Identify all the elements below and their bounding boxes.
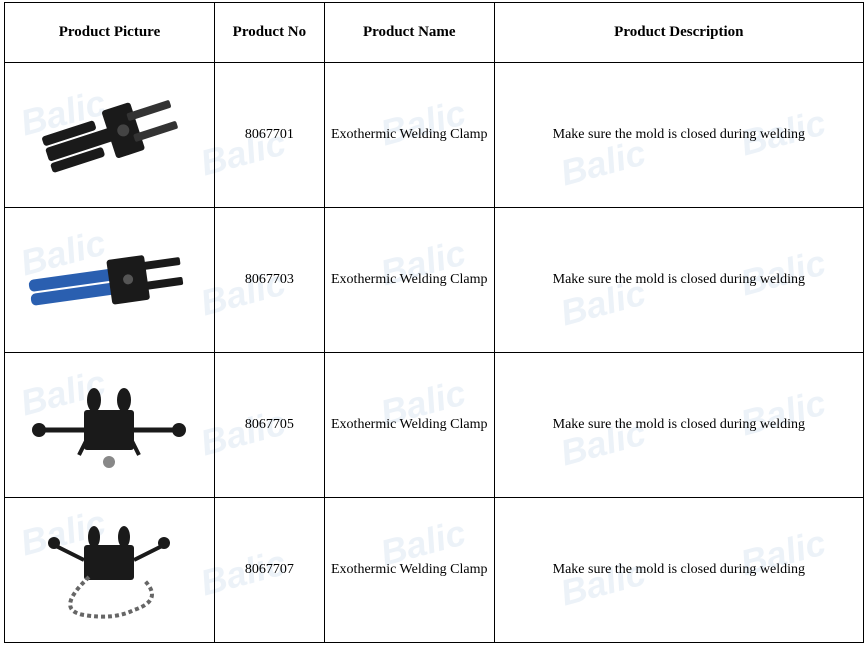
product-image-icon <box>14 225 204 335</box>
table-row: 8067705 Exothermic Welding Clamp Make su… <box>5 353 864 498</box>
table-row: 8067707 Exothermic Welding Clamp Make su… <box>5 498 864 643</box>
cell-desc: Make sure the mold is closed during weld… <box>494 63 863 208</box>
cell-name: Exothermic Welding Clamp <box>324 208 494 353</box>
col-header-picture: Product Picture <box>5 3 215 63</box>
cell-no: 8067705 <box>214 353 324 498</box>
cell-no: 8067703 <box>214 208 324 353</box>
cell-no: 8067707 <box>214 498 324 643</box>
cell-desc: Make sure the mold is closed during weld… <box>494 498 863 643</box>
product-image-icon <box>14 515 204 625</box>
table-row: 8067701 Exothermic Welding Clamp Make su… <box>5 63 864 208</box>
table-header-row: Product Picture Product No Product Name … <box>5 3 864 63</box>
product-image-icon <box>14 80 204 190</box>
cell-name: Exothermic Welding Clamp <box>324 498 494 643</box>
cell-picture <box>5 498 215 643</box>
col-header-desc: Product Description <box>494 3 863 63</box>
cell-desc: Make sure the mold is closed during weld… <box>494 353 863 498</box>
product-image-icon <box>14 370 204 480</box>
cell-desc: Make sure the mold is closed during weld… <box>494 208 863 353</box>
cell-name: Exothermic Welding Clamp <box>324 63 494 208</box>
cell-picture <box>5 63 215 208</box>
cell-name: Exothermic Welding Clamp <box>324 353 494 498</box>
cell-picture <box>5 353 215 498</box>
table-row: 8067703 Exothermic Welding Clamp Make su… <box>5 208 864 353</box>
col-header-name: Product Name <box>324 3 494 63</box>
col-header-no: Product No <box>214 3 324 63</box>
cell-picture <box>5 208 215 353</box>
cell-no: 8067701 <box>214 63 324 208</box>
product-table: Product Picture Product No Product Name … <box>4 2 864 643</box>
